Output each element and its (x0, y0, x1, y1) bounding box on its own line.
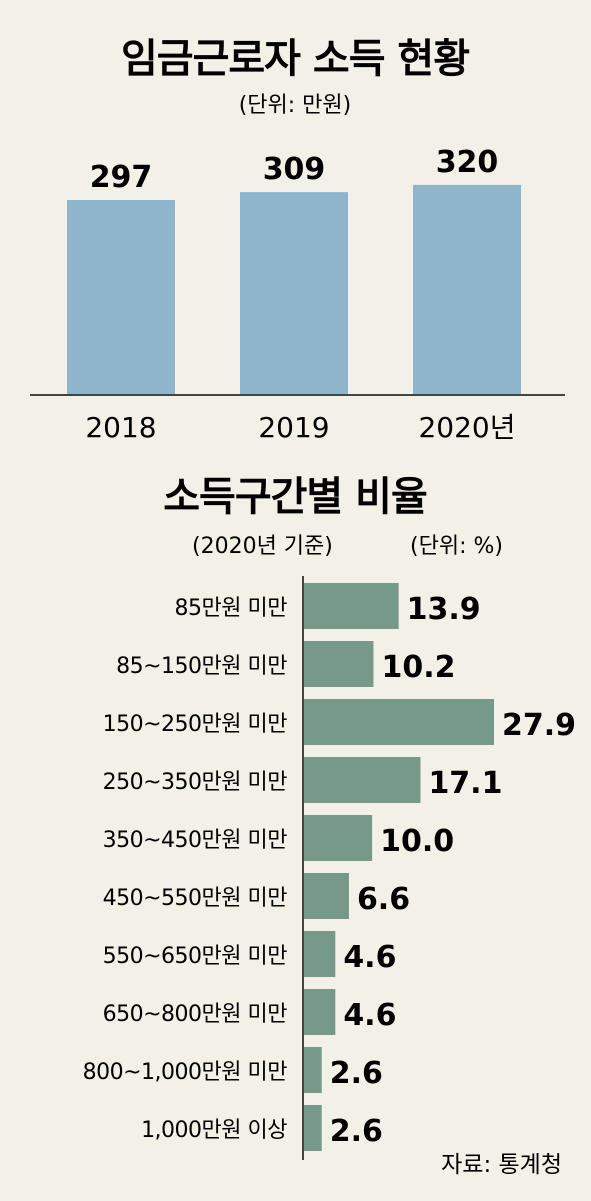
vbar-2019 (240, 192, 348, 395)
hbar-5 (304, 873, 349, 919)
hbar-3 (304, 757, 421, 803)
vbar-2020년 (413, 184, 521, 395)
hbar-plot: 85만원 미만 13.9 85~150만원 미만 10.2 150~250만원 미만 27… (83, 576, 576, 1160)
vbar-unit-label: (단위: 만원) (239, 93, 352, 118)
hbar-category-label: 350~450만원 미만 (103, 828, 288, 853)
hbar-category-label: 650~800만원 미만 (103, 1002, 288, 1027)
vbar-plot: 297 2018 309 2019 320 2020년 (30, 145, 565, 444)
hbar-value-label: 10.0 (380, 824, 454, 859)
vbar-category-label: 2019 (258, 411, 329, 444)
vbar-category-label: 2020년 (418, 411, 515, 444)
vbar-value-label: 309 (263, 152, 326, 187)
hbar-6 (304, 931, 336, 977)
vbar-chart-title: 임금근로자 소득 현황 (121, 36, 469, 82)
hbar-value-label: 2.6 (330, 1114, 383, 1149)
hbar-4 (304, 815, 373, 861)
hbar-0 (304, 583, 399, 629)
hbar-value-label: 13.9 (407, 592, 481, 627)
hbar-category-label: 450~550만원 미만 (103, 886, 288, 911)
hbar-value-label: 4.6 (343, 940, 396, 975)
hbar-category-label: 85~150만원 미만 (116, 654, 287, 679)
hbar-category-label: 250~350만원 미만 (103, 770, 288, 795)
hbar-category-label: 1,000만원 이상 (141, 1118, 287, 1143)
hbar-value-label: 10.2 (381, 650, 455, 685)
hbar-chart-title: 소득구간별 비율 (163, 474, 427, 520)
hbar-value-label: 2.6 (330, 1056, 383, 1091)
vbar-value-label: 320 (436, 145, 499, 180)
source-note: 자료: 통계청 (441, 1152, 562, 1178)
vbar-value-label: 297 (90, 160, 153, 195)
hbar-subtitle: (2020년 기준) (192, 534, 333, 559)
hbar-9 (304, 1105, 322, 1151)
hbar-category-label: 550~650만원 미만 (103, 944, 288, 969)
hbar-category-label: 150~250만원 미만 (103, 712, 288, 737)
hbar-category-label: 800~1,000만원 미만 (83, 1060, 288, 1085)
hbar-value-label: 17.1 (428, 766, 502, 801)
hbar-7 (304, 989, 336, 1035)
hbar-value-label: 27.9 (502, 708, 576, 743)
hbar-unit-label: (단위: %) (410, 534, 503, 559)
vbar-2018 (67, 200, 175, 395)
vbar-category-label: 2018 (85, 411, 156, 444)
hbar-8 (304, 1047, 322, 1093)
hbar-1 (304, 641, 374, 687)
hbar-2 (304, 699, 494, 745)
hbar-value-label: 4.6 (343, 998, 396, 1033)
hbar-category-label: 85만원 미만 (175, 596, 288, 621)
hbar-value-label: 6.6 (357, 882, 410, 917)
